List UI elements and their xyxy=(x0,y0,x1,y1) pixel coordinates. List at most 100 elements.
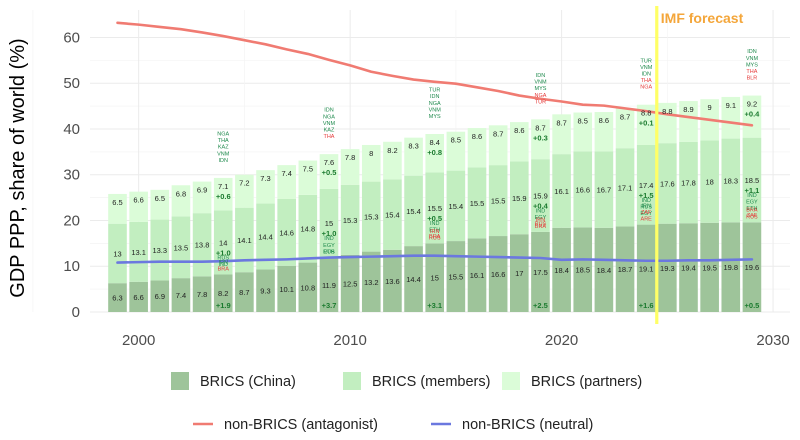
y-tick-label: 60 xyxy=(63,29,80,46)
country-annotation: IDN xyxy=(536,73,546,79)
bar-brics-china- xyxy=(108,283,127,312)
country-annotation: VNM xyxy=(746,56,759,62)
country-annotation: ETH xyxy=(746,206,757,212)
bar-value-label: 13.5 xyxy=(174,243,189,252)
country-annotation: BRA xyxy=(746,208,758,214)
bar-value-label: 14.4 xyxy=(406,275,421,284)
bar-value-label: 15.3 xyxy=(364,213,379,222)
bar-brics-partners- xyxy=(129,191,148,222)
bar-value-label: 6.6 xyxy=(133,196,143,205)
bar-value-label: 8 xyxy=(369,149,373,158)
country-annotation: MYS xyxy=(534,86,546,92)
country-annotation: KAZ xyxy=(218,145,229,151)
bar-brics-china- xyxy=(235,272,254,312)
bar-brics-partners- xyxy=(298,160,318,195)
country-annotation: NGA xyxy=(217,132,229,138)
x-tick-label: 2020 xyxy=(545,332,578,349)
bar-value-label: 15.4 xyxy=(449,202,464,211)
bar-brics-partners- xyxy=(446,131,466,171)
bar-brics-china- xyxy=(636,224,656,312)
bar-brics-china- xyxy=(129,281,148,312)
bar-value-label: 15.9 xyxy=(512,194,527,203)
bar-brics-china- xyxy=(383,249,402,312)
country-annotation: EGY xyxy=(535,215,547,221)
country-annotation: EGY xyxy=(746,200,758,206)
country-annotation: RUS xyxy=(746,214,758,220)
bar-brics-members- xyxy=(531,159,550,232)
country-annotation: THA xyxy=(323,134,334,140)
bar-value-label: 16.6 xyxy=(491,270,506,279)
bar-brics-china- xyxy=(192,276,212,312)
bar-value-label: 6.5 xyxy=(155,194,165,203)
bar-brics-members- xyxy=(425,172,445,244)
bar-brics-partners- xyxy=(615,108,635,149)
bar-brics-members- xyxy=(573,151,593,228)
country-annotation: IRN xyxy=(430,229,440,235)
bar-value-label: 16.7 xyxy=(597,186,612,195)
bar-brics-partners- xyxy=(531,119,550,160)
bar-value-label: 8.7 xyxy=(556,118,566,127)
country-annotation: ARE xyxy=(641,217,653,223)
bar-value-label: 8.8 xyxy=(662,107,672,116)
bar-brics-partners- xyxy=(510,122,529,162)
bar-value-label: 18.5 xyxy=(575,266,590,275)
country-annotation: ZAF xyxy=(747,213,758,219)
country-annotation: ETH xyxy=(429,228,440,234)
bar-brics-members- xyxy=(213,210,233,275)
country-annotation: BRA xyxy=(535,224,547,230)
bar-value-label: 14.6 xyxy=(279,228,294,237)
bar-value-label: 10.1 xyxy=(279,285,294,294)
bar-brics-members- xyxy=(340,184,360,255)
bar-value-label: 19.5 xyxy=(702,263,717,272)
bar-brics-china- xyxy=(658,223,677,312)
bar-value-label: 13.8 xyxy=(195,241,210,250)
bar-brics-members- xyxy=(298,194,318,263)
bar-value-label: 12.5 xyxy=(343,279,358,288)
bar-brics-partners- xyxy=(404,137,423,176)
bar-value-label: 9.2 xyxy=(747,100,757,109)
bar-value-label: 15.4 xyxy=(385,211,400,220)
forecast-marker: IMF forecast xyxy=(655,6,744,324)
bar-brics-members- xyxy=(679,141,698,224)
delta-label: +0.5 xyxy=(322,168,337,177)
legend-swatch-brics-china- xyxy=(171,372,189,390)
bar-value-label: 6.5 xyxy=(112,198,122,207)
delta-label: +0.6 xyxy=(216,192,231,201)
country-annotation: VNM xyxy=(534,80,547,86)
bar-value-label: 17.4 xyxy=(639,181,654,190)
bar-brics-china- xyxy=(277,265,296,312)
bar-brics-members- xyxy=(383,179,402,250)
delta-label: +0.1 xyxy=(639,119,654,128)
country-annotation: ETH xyxy=(323,250,334,256)
country-annotation: ZAF xyxy=(641,210,652,216)
bar-value-label: 8.6 xyxy=(599,116,609,125)
bar-brics-members- xyxy=(446,170,466,242)
bar-value-label: 7.6 xyxy=(324,158,334,167)
bar-brics-members- xyxy=(361,181,381,252)
bar-brics-partners- xyxy=(383,141,402,180)
bar-brics-members- xyxy=(319,188,339,258)
bar-brics-members- xyxy=(256,203,275,270)
legend-swatch-brics-partners- xyxy=(502,372,520,390)
country-annotation: IDN xyxy=(218,158,228,164)
country-annotation: IND xyxy=(536,209,546,215)
bar-value-label: 18.7 xyxy=(618,265,633,274)
bar-value-label: 17 xyxy=(515,269,523,278)
country-annotation: TUR xyxy=(535,99,546,105)
bar-value-label: 6.9 xyxy=(155,292,165,301)
delta-label: +3.7 xyxy=(322,301,337,310)
bar-brics-partners- xyxy=(425,134,445,173)
country-annotation: MYS xyxy=(429,114,441,120)
legend-label: non-BRICS (antagonist) xyxy=(224,417,378,433)
bar-value-label: 6.8 xyxy=(176,189,186,198)
bar-brics-china- xyxy=(510,234,529,312)
bar-brics-china- xyxy=(171,278,191,312)
country-annotation: BRA xyxy=(429,234,441,240)
bar-value-label: 7.3 xyxy=(260,174,270,183)
bar-brics-china- xyxy=(700,222,719,312)
bar-brics-partners- xyxy=(636,104,656,145)
delta-label: +1.6 xyxy=(639,301,654,310)
country-annotation: IND xyxy=(324,236,334,242)
bar-value-label: 17.6 xyxy=(660,179,675,188)
bar-value-label: 17.1 xyxy=(618,183,633,192)
